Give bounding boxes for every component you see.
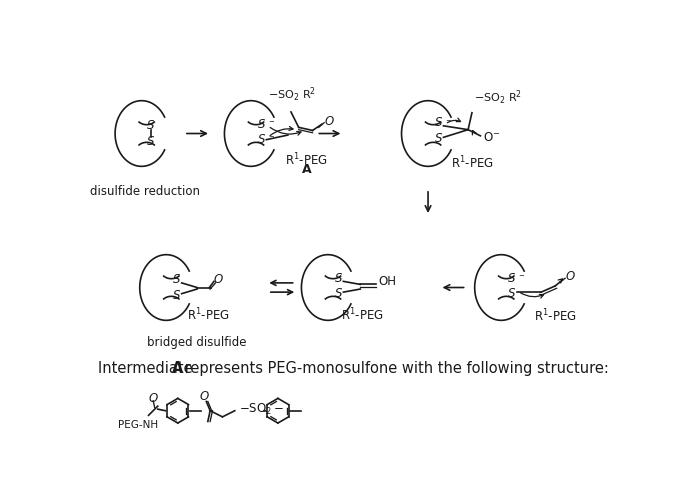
Text: $-\mathrm{SO_2\ R^2}$: $-\mathrm{SO_2\ R^2}$ — [269, 86, 316, 104]
Text: $\mathrm{R^1}$-PEG: $\mathrm{R^1}$-PEG — [451, 154, 494, 171]
Text: $-\mathrm{SO_2\ R^2}$: $-\mathrm{SO_2\ R^2}$ — [475, 88, 522, 107]
Text: OH: OH — [378, 275, 396, 288]
Text: S: S — [174, 289, 181, 302]
Text: represents PEG-monosulfone with the following structure:: represents PEG-monosulfone with the foll… — [180, 361, 609, 376]
Text: $^{-}$: $^{-}$ — [268, 119, 275, 129]
Text: $^{-}$: $^{-}$ — [268, 135, 275, 145]
Text: PEG-NH: PEG-NH — [118, 420, 158, 430]
Text: O: O — [566, 270, 575, 283]
Text: S: S — [258, 118, 265, 131]
Text: $^{-}$: $^{-}$ — [518, 273, 525, 283]
FancyArrowPatch shape — [270, 127, 301, 135]
Text: A: A — [172, 361, 183, 376]
Text: O: O — [325, 115, 334, 128]
Text: $\mathrm{R^1}$-PEG: $\mathrm{R^1}$-PEG — [341, 307, 384, 323]
Text: $\mathit{S}$: $\mathit{S}$ — [257, 133, 266, 146]
FancyArrowPatch shape — [473, 130, 476, 135]
Text: disulfide reduction: disulfide reduction — [90, 185, 200, 198]
Text: S: S — [435, 116, 442, 129]
Text: $-\mathrm{SO_2}-$: $-\mathrm{SO_2}-$ — [239, 401, 285, 416]
FancyArrowPatch shape — [270, 127, 293, 136]
Text: S: S — [147, 135, 155, 148]
Text: S: S — [508, 287, 516, 300]
Text: O: O — [214, 273, 223, 286]
Text: O: O — [199, 390, 209, 403]
Text: S: S — [335, 272, 342, 285]
Text: S: S — [508, 272, 516, 285]
Text: $^{-}$: $^{-}$ — [445, 118, 452, 128]
Text: O: O — [148, 392, 158, 405]
Text: S: S — [335, 287, 342, 300]
Text: $\mathrm{R^1}$-PEG: $\mathrm{R^1}$-PEG — [285, 152, 328, 169]
Text: $\mathrm{R^1}$-PEG: $\mathrm{R^1}$-PEG — [533, 307, 577, 324]
Text: O$^{-}$: O$^{-}$ — [484, 131, 501, 144]
FancyArrowPatch shape — [447, 118, 461, 123]
FancyArrowPatch shape — [558, 279, 563, 283]
Text: Intermediate: Intermediate — [99, 361, 197, 376]
Text: S: S — [174, 273, 181, 286]
Text: S: S — [147, 119, 155, 132]
Text: S: S — [435, 132, 442, 145]
Text: bridged disulfide: bridged disulfide — [147, 337, 247, 350]
FancyArrowPatch shape — [521, 293, 544, 298]
Text: $\mathrm{R^1}$-PEG: $\mathrm{R^1}$-PEG — [187, 307, 230, 323]
Text: A: A — [302, 163, 312, 176]
